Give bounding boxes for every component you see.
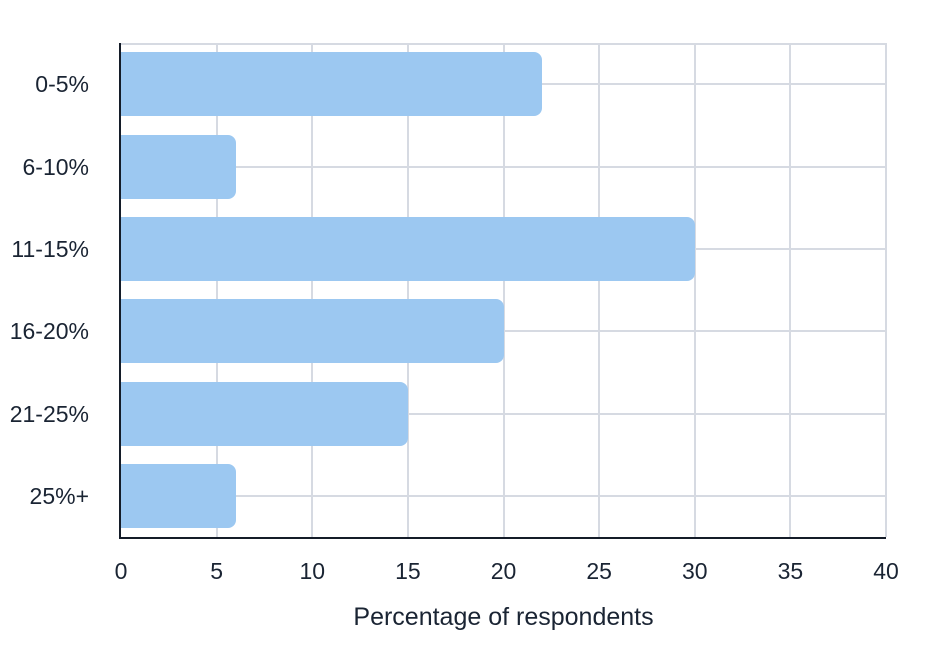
x-tick-label-5: 5 [210,558,224,584]
bar-1 [121,52,542,117]
plot-area [119,43,887,539]
x-tick-label-35: 35 [777,558,804,584]
x-gridline-20 [502,43,505,537]
x-gridline-10 [311,43,314,537]
y-tick-label-6: 25%+ [29,482,89,509]
y-tick-label-1: 0-5% [35,71,89,98]
x-tick-label-40: 40 [873,558,899,584]
x-tick-label-20: 20 [490,558,517,584]
x-gridline-5 [215,43,218,537]
x-gridline-30 [693,43,696,537]
y-tick-label-2: 6-10% [22,153,89,180]
x-tick-label-10: 10 [299,558,326,584]
bar-4 [121,299,504,364]
bar-3 [121,216,695,281]
y-tick-label-3: 11-15% [11,235,89,262]
x-tick-label-25: 25 [586,558,612,584]
x-gridline-25 [598,43,601,537]
x-gridline-40 [885,43,887,537]
x-axis-title: Percentage of respondents [353,603,654,631]
x-tick-label-0: 0 [114,558,128,584]
y-gridline-6 [121,494,886,497]
y-axis-line [119,43,121,537]
x-tick-label-30: 30 [681,558,708,584]
bar-6 [121,463,236,528]
x-axis-line [119,537,886,539]
y-tick-label-4: 16-20% [9,318,89,345]
bar-2 [121,134,236,199]
x-gridline-15 [406,43,409,537]
x-gridline-35 [789,43,792,537]
y-gridline-4 [121,330,886,333]
y-gridline-2 [121,165,886,168]
y-tick-label-5: 21-25% [9,400,89,427]
y-gridline-5 [121,412,886,415]
bar-5 [121,381,408,446]
x-tick-label-15: 15 [395,558,421,584]
